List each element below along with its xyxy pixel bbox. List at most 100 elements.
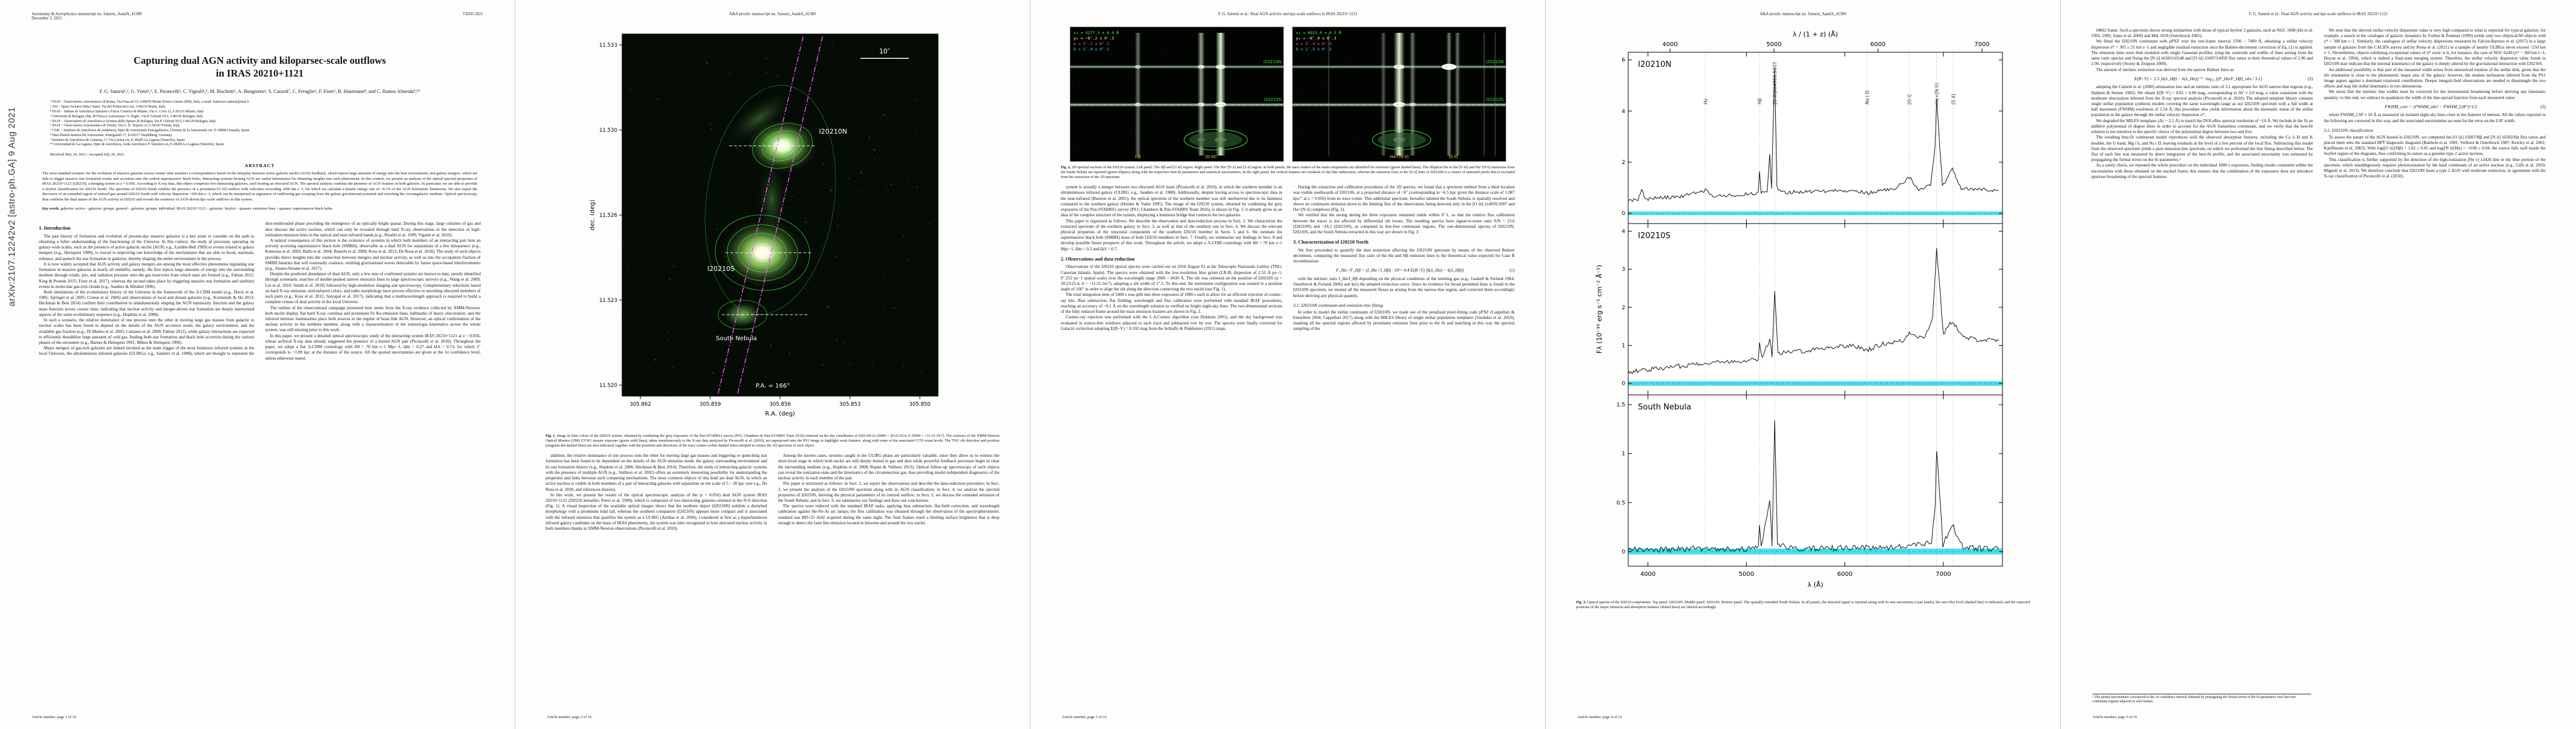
svg-text:6000: 6000 [1837,571,1852,578]
running-header: A&A proofs: manuscript no. Saturni_AandA… [1759,12,1846,16]
svg-text:I20210S: I20210S [1264,97,1281,102]
svg-text:0: 0 [1622,549,1625,555]
svg-text:Hα+[N II]: Hα+[N II] [1389,154,1408,159]
paragraph: It is now widely accepted that AGN activ… [39,261,255,289]
svg-text:Na I D: Na I D [1864,91,1869,104]
date-line: December 3, 2021 [32,16,63,21]
svg-text:P.A. = 166°: P.A. = 166° [755,383,789,389]
svg-text:[S II]: [S II] [1950,94,1956,104]
affiliation-line: ⁶ INAF – Osservatorio Astronomico di Tri… [50,124,180,128]
svg-text:R.A. (deg): R.A. (deg) [765,411,795,417]
figure-1-sky-image: 10″ I20210N I20210S South Nebula P.A. = 166°… [515,27,1030,430]
arxiv-id: arXiv:2107.12242v2 [astro-ph.GA] 9 Aug 2… [6,106,17,307]
page-4: A&A proofs: manuscript no. Saturni_AandA… [1546,0,2061,729]
svg-text:4: 4 [1622,109,1625,115]
section-heading: 1. Introduction [39,225,71,231]
svg-text:Hβ: Hβ [1135,154,1140,159]
title-line-1: Capturing dual AGN activity and kilopars… [133,55,386,66]
section-heading: 3.2. I20210N classification [2324,127,2374,133]
svg-text:South Nebula: South Nebula [716,335,756,342]
svg-text:λ (Å): λ (Å) [1807,581,1823,589]
fig2-right-panel: I20210N I20210S x₀ = 6931.0 ± 0.5 Åy₀ = −6… [1292,27,1506,162]
equation-number: (2) [2307,75,2313,81]
svg-text:I20210S: I20210S [1638,231,1670,241]
equation: FWHM_corr = (FWHM_obs² − FWHM_LSF²)^1/2 (… [2324,104,2546,110]
paragraph: Observations of the I20210 optical spect… [1061,264,1283,292]
svg-text:6000: 6000 [1870,41,1885,48]
paragraph: Cosmic-ray rejection was performed with … [1061,315,1283,331]
paragraph: We note that the derived stellar-velocit… [2324,28,2546,67]
svg-text:11.520: 11.520 [599,383,617,389]
svg-text:10″: 10″ [879,47,889,55]
affiliation-line: ³ INAF – Istituto di Astrofisica Spazial… [50,110,204,114]
paragraph: We first proceeded to quantify the dust … [1293,247,1515,264]
svg-text:South Nebula: South Nebula [1638,403,1691,412]
running-header: F. G. Saturni et al.: Dual AGN activity … [1218,12,1357,16]
svg-text:I20210N: I20210N [1485,60,1504,64]
svg-text:x₀ = 6931.0 ± 0.5 Å: x₀ = 6931.0 ± 0.5 Å [1296,30,1341,35]
paragraph: An additional possibility is that part o… [2324,67,2546,89]
equation-body: FWHM_corr = (FWHM_obs² − FWHM_LSF²)^1/2 [2385,103,2478,109]
paragraph: This classification is further supported… [2324,157,2546,179]
page-footer: Article number, page 1 of 16 [32,715,77,719]
title-page-body: Capturing dual AGN activity and kilopars… [0,0,515,361]
equation-body: F_Hα / F_Hβ = (I_Hα / I_Hβ) · 10^−0.4 E(… [1336,267,1464,273]
running-header: Astronomy & Astrophysics manuscript no. … [32,12,483,21]
paragraph: adopting the Calzetti et al. (2000) atte… [2091,84,2313,118]
svg-text:b = 1″.5 ± 0″.2: b = 1″.5 ± 0″.2 [1296,47,1332,52]
affiliation-line: ² ASI – Space Science Data Center, Via d… [50,105,166,109]
svg-text:x₀ = 5277.3 ± 0.4 Å: x₀ = 5277.3 ± 0.4 Å [1074,30,1118,35]
affiliation-line: ⁴ Università di Bologna, Dip. di Fisica … [50,114,204,118]
svg-text:305.853: 305.853 [839,402,860,408]
svg-text:λ / (1 + z) (Å): λ / (1 + z) (Å) [1792,30,1837,38]
svg-text:11.533: 11.533 [599,43,617,49]
paragraph: The past history of formation and evolut… [39,233,255,261]
paragraph: addition, the relative dominance of one … [546,453,767,492]
page-5-text-columns: J4862 frame. Such a spectrum shows stron… [2061,28,2576,180]
keywords: Key words. galaxies: active – galaxies: … [43,207,478,211]
svg-text:y₀ = −6″.0 ± 0″.3: y₀ = −6″.0 ± 0″.3 [1296,36,1337,41]
paragraph: system is actually a merger between two … [1061,185,1283,218]
figure-2-caption: Fig. 2. 2D spectral sections of the I202… [1061,165,1515,180]
figure-1-caption: Fig. 1. Image in false colors of the I20… [546,434,999,448]
manuscript-info: Astronomy & Astrophysics manuscript no. … [32,12,142,21]
svg-text:[O III]λλ4959,5007: [O III]λλ4959,5007 [1772,62,1778,104]
page-2: A&A proofs: manuscript no. Saturni_AandA… [515,0,1030,729]
paragraph: To assess the nature of the AGN hosted i… [2324,134,2546,157]
arxiv-stamp: arXiv:2107.12242v2 [astro-ph.GA] 9 Aug 2… [2,43,21,371]
paragraph: The paper is structured as follows: in S… [778,481,1000,503]
figure-3-caption: Fig. 3. Optical spectra of the I20210 co… [1576,600,2030,610]
paragraph: The spectra were reduced with the standa… [778,504,1000,525]
page-5: F. G. Saturni et al.: Dual AGN activity … [2061,0,2576,729]
paragraph: Both simulations of the evolutionary his… [39,290,255,317]
svg-text:11.526: 11.526 [599,213,617,219]
svg-text:I20210N: I20210N [1263,60,1281,64]
svg-text:305.856: 305.856 [769,402,790,408]
figure-2-2d-spectra: I20210N I20210S x₀ = 5277.3 ± 0.4 Å y₀ = −6… [1030,27,1545,162]
page-3-text-columns: system is actually a merger between two … [1061,185,1515,332]
svg-text:1.5: 1.5 [1616,402,1625,408]
figure-2-caption-lead: Fig. 2. [1061,165,1071,169]
paragraph: Among the known cases, systems caught in… [778,453,1000,481]
svg-text:a = 3″.1 ± 0″.2: a = 3″.1 ± 0″.2 [1074,41,1109,46]
title-line-2: in IRAS 20210+1121 [216,67,304,79]
svg-text:dec. (deg): dec. (deg) [589,199,596,230]
svg-text:[S II]: [S II] [1448,154,1458,159]
paragraph: We fitted the I20210N continuum with pPX… [2091,39,2313,67]
svg-text:Fλ (10⁻¹⁶ erg s⁻¹ cm⁻² Å⁻¹): Fλ (10⁻¹⁶ erg s⁻¹ cm⁻² Å⁻¹) [1595,265,1603,354]
section-heading: 2. Observations and data reduction [1061,256,1135,262]
introduction-columns: 1. Introduction The past history of forma… [39,221,481,361]
equation: E(B−V) = 2.5 [k(λ_Hβ) − k(λ_Hα)]⁻¹ · log… [2091,76,2313,82]
svg-text:2: 2 [1622,305,1625,311]
paragraph: In this work, we present the results of … [546,492,767,532]
paragraph: During the extraction and calibration pr… [1293,185,1515,213]
svg-text:a = 3″.4 ± 0″.3: a = 3″.4 ± 0″.3 [1296,41,1332,46]
svg-text:5000: 5000 [1738,571,1753,578]
svg-text:Hβ: Hβ [1757,98,1762,104]
page-footer: Article number, page 5 of 16 [2092,715,2137,719]
svg-text:[O I]: [O I] [1906,95,1912,104]
svg-text:1: 1 [1622,451,1625,457]
svg-text:[O III]: [O III] [1205,154,1216,159]
svg-text:b = 1″.4 ± 0″.1: b = 1″.4 ± 0″.1 [1074,47,1109,52]
